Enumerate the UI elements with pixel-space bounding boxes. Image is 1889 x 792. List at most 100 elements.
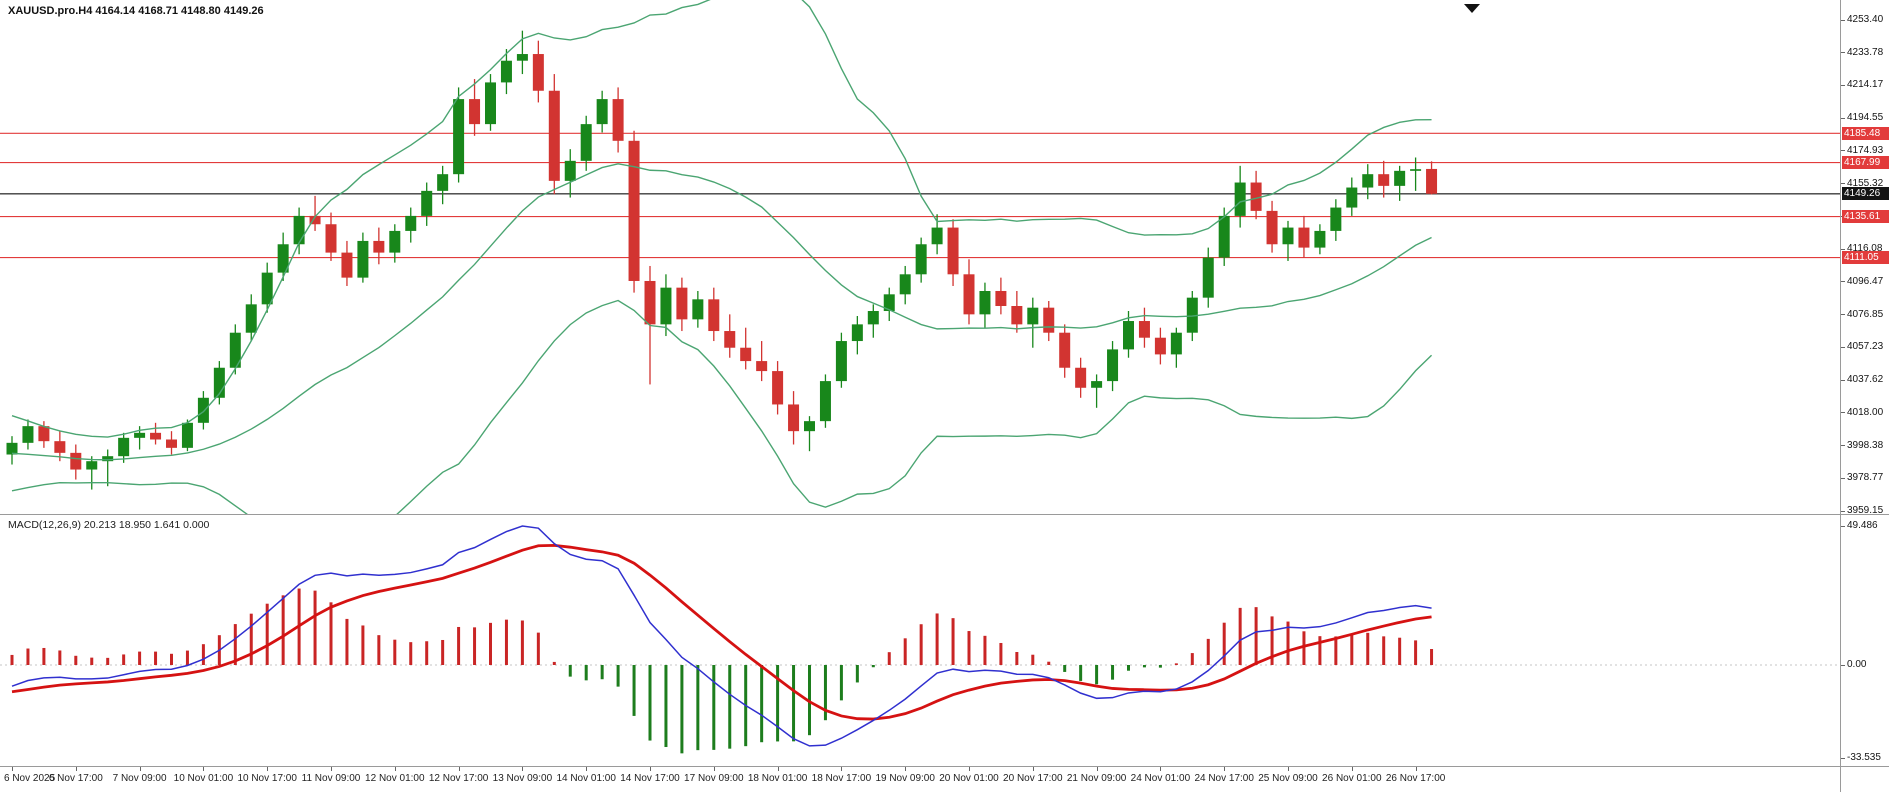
- macd-histogram-bar: [249, 613, 253, 665]
- price-axis-tick: [1841, 281, 1845, 283]
- price-axis-tick: [1841, 150, 1845, 152]
- candle-body: [660, 287, 672, 325]
- candle-body: [1234, 182, 1246, 216]
- macd-histogram-bar: [967, 631, 971, 665]
- time-axis-label: 17 Nov 09:00: [684, 773, 744, 784]
- macd-histogram-bar: [1334, 636, 1338, 665]
- macd-histogram-bar: [201, 644, 205, 665]
- bollinger-middle-band: [11, 163, 1432, 461]
- macd-histogram-bar: [919, 624, 923, 665]
- time-axis-label: 24 Nov 01:00: [1130, 773, 1191, 784]
- candle-body: [38, 426, 50, 442]
- candle-body: [931, 227, 943, 245]
- price-axis-label: 4037.62: [1847, 374, 1884, 386]
- arrow-marker[interactable]: [1464, 4, 1480, 13]
- candle-body: [405, 215, 417, 231]
- candle-body: [1346, 187, 1358, 208]
- macd-histogram-bar: [106, 657, 110, 665]
- candle-body: [245, 304, 257, 333]
- candle-body: [213, 367, 225, 398]
- candle-body: [1378, 174, 1390, 186]
- price-axis-label: 4253.40: [1847, 14, 1884, 25]
- candle-body: [724, 331, 736, 348]
- time-axis-tick: [394, 767, 396, 771]
- macd-histogram-bar: [648, 665, 652, 741]
- macd-histogram-bar: [680, 665, 684, 754]
- macd-histogram-bar: [983, 635, 987, 665]
- macd-histogram-bar: [441, 639, 445, 665]
- macd-histogram-bar: [377, 635, 381, 665]
- macd-axis-tick: [1841, 525, 1845, 527]
- time-axis-tick: [267, 767, 269, 771]
- price-axis-tick: [1841, 117, 1845, 119]
- price-axis-label: 4233.78: [1847, 46, 1884, 58]
- candle-body: [644, 280, 656, 325]
- time-axis-tick: [139, 767, 141, 771]
- panel-separator[interactable]: [0, 514, 1889, 515]
- time-axis-label: 11 Nov 09:00: [301, 773, 361, 784]
- price-axis-label: 4214.17: [1847, 79, 1884, 91]
- macd-axis-label: -33.535: [1847, 752, 1881, 763]
- candle-body: [102, 456, 114, 462]
- main-chart-area[interactable]: [0, 0, 1840, 514]
- candle-body: [516, 54, 528, 61]
- macd-histogram-bar: [26, 648, 30, 665]
- macd-histogram-bar: [1047, 661, 1051, 665]
- time-axis-tick: [777, 767, 779, 771]
- candle-body: [1107, 349, 1119, 382]
- time-axis-tick: [969, 767, 970, 771]
- candle-body: [1426, 168, 1438, 194]
- time-axis-label: 21 Nov 09:00: [1066, 773, 1127, 784]
- time-axis-tick: [650, 767, 651, 771]
- candle-body: [580, 124, 592, 161]
- macd-histogram-bar: [728, 665, 732, 749]
- macd-histogram-bar: [616, 665, 620, 687]
- candle-body: [1186, 297, 1198, 333]
- macd-panel[interactable]: [0, 514, 1840, 766]
- time-axis-label: 20 Nov 17:00: [1003, 773, 1063, 784]
- time-axis[interactable]: 6 Nov 2025 6 Nov 17:00 7 Nov 09:00 10 Nov 0…: [0, 767, 1840, 792]
- macd-histogram-bar: [839, 665, 843, 701]
- level-price-label: 4135.61: [1842, 210, 1889, 224]
- price-axis-label: 3998.38: [1847, 439, 1884, 451]
- candle-body: [851, 324, 863, 342]
- macd-histogram-bar: [1190, 653, 1194, 665]
- macd-histogram-bar: [504, 619, 508, 665]
- macd-histogram-bar: [74, 655, 78, 665]
- macd-histogram-bar: [760, 665, 764, 743]
- macd-histogram-bar: [10, 654, 14, 665]
- macd-histogram-bar: [1222, 622, 1226, 665]
- macd-histogram-bar: [1270, 616, 1274, 665]
- level-price-label: 4167.99: [1842, 156, 1889, 170]
- price-axis-tick: [1841, 183, 1845, 185]
- candle-body: [293, 215, 305, 245]
- time-axis-label: 20 Nov 01:00: [939, 773, 999, 784]
- macd-histogram-bar: [265, 603, 269, 665]
- price-axis[interactable]: 4253.40 4233.78 4214.17 4194.55 4174.93 4155.…: [1840, 0, 1889, 792]
- time-axis-label: 12 Nov 17:00: [428, 773, 489, 784]
- candle-body: [1170, 332, 1182, 355]
- time-axis-label: 10 Nov 01:00: [173, 773, 234, 784]
- candle-body: [1091, 381, 1103, 388]
- macd-histogram-bar: [520, 620, 524, 665]
- candle-body: [564, 160, 576, 181]
- price-axis-tick: [1841, 346, 1845, 348]
- macd-histogram-bar: [1174, 663, 1178, 665]
- time-axis-tick: [1096, 767, 1098, 771]
- candle-body: [1410, 169, 1422, 171]
- macd-histogram-bar: [409, 642, 413, 665]
- macd-axis-label: 49.486: [1847, 520, 1878, 531]
- time-axis-label: 18 Nov 01:00: [747, 773, 808, 784]
- candle-body: [1027, 307, 1039, 325]
- candle-body: [804, 421, 815, 432]
- bollinger-upper-band: [11, 0, 1432, 438]
- symbol-ohlc-label: XAUUSD.pro.H4 4164.14 4168.71 4148.80 41…: [8, 5, 264, 17]
- candle-body: [1075, 367, 1087, 388]
- candle-body: [437, 174, 449, 191]
- time-axis-tick: [1415, 767, 1417, 771]
- macd-histogram-bar: [887, 652, 891, 665]
- macd-signal-line: [11, 543, 1432, 721]
- candle-body: [1250, 182, 1262, 211]
- macd-histogram-bar: [1318, 636, 1322, 665]
- macd-histogram-bar: [1127, 665, 1130, 671]
